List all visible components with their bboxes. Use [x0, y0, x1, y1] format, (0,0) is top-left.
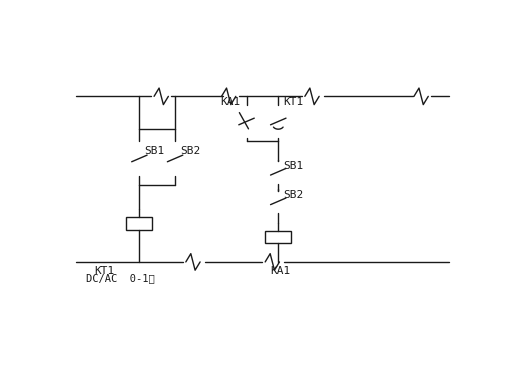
Text: SB2: SB2 [283, 190, 303, 200]
Bar [265, 230, 291, 243]
Text: SB2: SB2 [180, 146, 200, 156]
Text: DC/AC  0-1秒: DC/AC 0-1秒 [86, 273, 155, 283]
Text: SB1: SB1 [144, 146, 164, 156]
Text: KT1: KT1 [94, 266, 114, 276]
Text: KA1: KA1 [270, 266, 291, 276]
Bar [126, 217, 152, 230]
Text: KT1: KT1 [283, 97, 303, 107]
Text: KA1: KA1 [221, 97, 241, 107]
Text: SB1: SB1 [283, 161, 303, 171]
